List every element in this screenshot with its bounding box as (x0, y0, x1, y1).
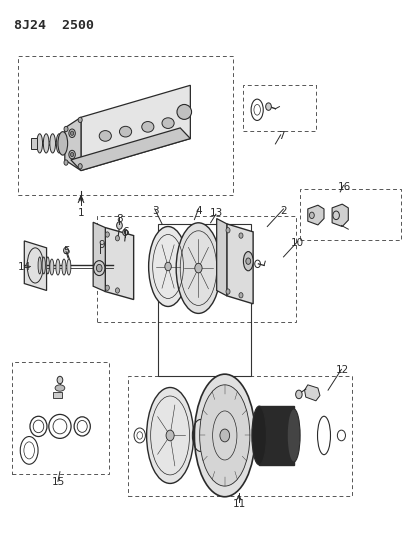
Text: 6: 6 (122, 227, 129, 237)
Ellipse shape (42, 257, 45, 274)
Bar (300, 189, 401, 240)
Ellipse shape (62, 259, 66, 275)
Circle shape (115, 288, 119, 293)
Text: 4: 4 (195, 206, 202, 215)
Circle shape (64, 126, 68, 132)
Ellipse shape (43, 134, 49, 153)
Circle shape (117, 222, 122, 229)
Text: 9: 9 (98, 240, 104, 250)
Circle shape (195, 263, 202, 273)
Ellipse shape (119, 126, 132, 137)
Circle shape (64, 160, 68, 165)
Text: 11: 11 (232, 499, 245, 508)
Polygon shape (332, 204, 348, 227)
Circle shape (123, 229, 128, 236)
Ellipse shape (243, 252, 253, 271)
Polygon shape (217, 219, 227, 296)
Circle shape (165, 262, 171, 271)
Ellipse shape (142, 122, 154, 132)
Ellipse shape (50, 134, 55, 153)
Polygon shape (227, 224, 253, 304)
Ellipse shape (149, 227, 188, 306)
Ellipse shape (177, 104, 192, 119)
Circle shape (57, 376, 63, 384)
Circle shape (70, 152, 74, 157)
Polygon shape (308, 205, 324, 225)
Circle shape (94, 261, 105, 276)
Ellipse shape (56, 134, 62, 153)
Circle shape (105, 285, 109, 290)
Circle shape (239, 293, 243, 298)
Ellipse shape (99, 131, 111, 141)
Polygon shape (24, 241, 47, 290)
Ellipse shape (147, 387, 194, 483)
Circle shape (220, 429, 230, 442)
Ellipse shape (56, 259, 60, 275)
Circle shape (69, 150, 75, 159)
Circle shape (296, 390, 302, 399)
Ellipse shape (200, 385, 250, 486)
Text: 1: 1 (78, 208, 84, 218)
Circle shape (266, 103, 271, 110)
Bar (128, 376, 352, 496)
Bar (31, 138, 37, 149)
Ellipse shape (176, 223, 221, 313)
Text: 12: 12 (336, 366, 349, 375)
Ellipse shape (46, 257, 49, 274)
Circle shape (115, 236, 119, 241)
Circle shape (309, 212, 314, 219)
Ellipse shape (67, 259, 71, 275)
Text: 8J24  2500: 8J24 2500 (14, 19, 94, 31)
Text: 14: 14 (18, 262, 31, 271)
Circle shape (78, 117, 82, 123)
Bar (97, 216, 296, 322)
Bar (243, 85, 316, 131)
Polygon shape (71, 128, 190, 171)
Ellipse shape (58, 132, 68, 155)
Circle shape (64, 247, 68, 254)
Text: 7: 7 (278, 131, 285, 141)
Circle shape (226, 289, 230, 294)
Circle shape (78, 164, 82, 169)
Ellipse shape (50, 259, 54, 275)
Circle shape (69, 129, 75, 138)
Bar (12, 362, 109, 474)
Polygon shape (81, 85, 190, 171)
Circle shape (166, 430, 174, 441)
Ellipse shape (287, 409, 300, 462)
Polygon shape (105, 228, 134, 300)
Bar (158, 224, 251, 376)
Ellipse shape (38, 257, 41, 274)
Polygon shape (65, 117, 81, 171)
Circle shape (239, 233, 243, 238)
Text: 16: 16 (338, 182, 351, 191)
Circle shape (96, 264, 102, 272)
Text: 2: 2 (280, 206, 287, 215)
Bar (259, 406, 294, 465)
Ellipse shape (37, 134, 43, 153)
Polygon shape (305, 385, 320, 401)
Bar (53, 392, 62, 398)
Text: 13: 13 (210, 208, 223, 218)
Ellipse shape (252, 406, 266, 465)
Text: 3: 3 (153, 206, 159, 215)
Text: 10: 10 (291, 238, 304, 247)
Ellipse shape (55, 385, 65, 391)
Bar (18, 56, 233, 195)
Circle shape (70, 131, 74, 135)
Circle shape (226, 228, 230, 233)
Polygon shape (93, 222, 105, 292)
Text: 15: 15 (52, 478, 65, 487)
Text: 8: 8 (116, 214, 123, 223)
Circle shape (246, 258, 251, 264)
Ellipse shape (162, 118, 174, 128)
Ellipse shape (194, 374, 255, 497)
Circle shape (105, 232, 109, 237)
Text: 5: 5 (64, 246, 70, 255)
